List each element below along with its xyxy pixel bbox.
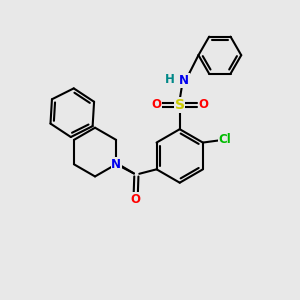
Text: N: N [179, 74, 189, 87]
Text: Cl: Cl [219, 133, 232, 146]
Text: O: O [131, 193, 141, 206]
Text: O: O [151, 98, 161, 111]
Text: H: H [164, 73, 174, 86]
Text: N: N [111, 158, 121, 171]
Text: S: S [175, 98, 185, 112]
Text: O: O [199, 98, 208, 111]
